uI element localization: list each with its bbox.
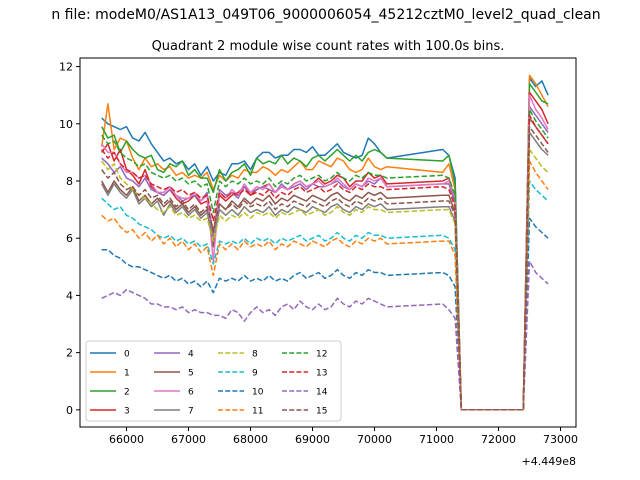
x-tick-label: 72000	[481, 433, 516, 446]
chart-title: Quadrant 2 module wise count rates with …	[152, 39, 505, 54]
y-tick-label: 12	[59, 61, 73, 74]
y-tick-label: 0	[66, 404, 73, 417]
x-axis: 66000 67000 68000 69000 70000 71000 72000 73000	[109, 427, 578, 446]
y-axis: 0 2 4 6 8 10 12	[59, 61, 80, 417]
x-tick-label: 71000	[419, 433, 454, 446]
legend-label-2: 2	[124, 388, 130, 398]
legend-frame	[85, 340, 342, 422]
legend-label-6: 6	[188, 388, 194, 398]
legend-label-14: 14	[316, 388, 328, 398]
series-line-8	[101, 148, 549, 411]
axes-frame	[79, 57, 577, 428]
legend-label-10: 10	[252, 388, 264, 398]
legend-label-9: 9	[252, 369, 258, 379]
x-offset-label: +4.449e8	[522, 455, 576, 468]
legend-label-7: 7	[188, 407, 194, 417]
figure-suptitle: n file: modeM0/AS1A13_049T06_9000006054_…	[51, 7, 600, 23]
series-line-15	[101, 125, 549, 411]
x-tick-label: 73000	[543, 433, 578, 446]
x-tick-label: 69000	[295, 433, 330, 446]
legend-label-3: 3	[124, 407, 130, 417]
legend-label-12: 12	[316, 350, 327, 360]
y-tick-label: 10	[59, 118, 73, 131]
y-tick-label: 2	[66, 347, 73, 360]
legend-label-8: 8	[252, 350, 258, 360]
x-tick-label: 66000	[109, 433, 144, 446]
legend-label-13: 13	[316, 369, 327, 379]
y-tick-label: 8	[66, 175, 73, 188]
x-tick-label: 67000	[171, 433, 206, 446]
legend-label-1: 1	[124, 369, 130, 379]
legend-label-4: 4	[188, 350, 194, 360]
y-tick-label: 4	[66, 289, 73, 302]
x-tick-label: 68000	[233, 433, 268, 446]
x-tick-label: 70000	[357, 433, 392, 446]
legend-label-15: 15	[316, 407, 327, 417]
series-layer	[100, 74, 549, 411]
y-tick-label: 6	[66, 232, 73, 245]
plot-area: 66000 67000 68000 69000 70000 71000 72000 73000…	[59, 57, 578, 468]
legend-label-0: 0	[124, 350, 130, 360]
legend-label-5: 5	[188, 369, 194, 379]
legend-label-11: 11	[252, 407, 263, 417]
